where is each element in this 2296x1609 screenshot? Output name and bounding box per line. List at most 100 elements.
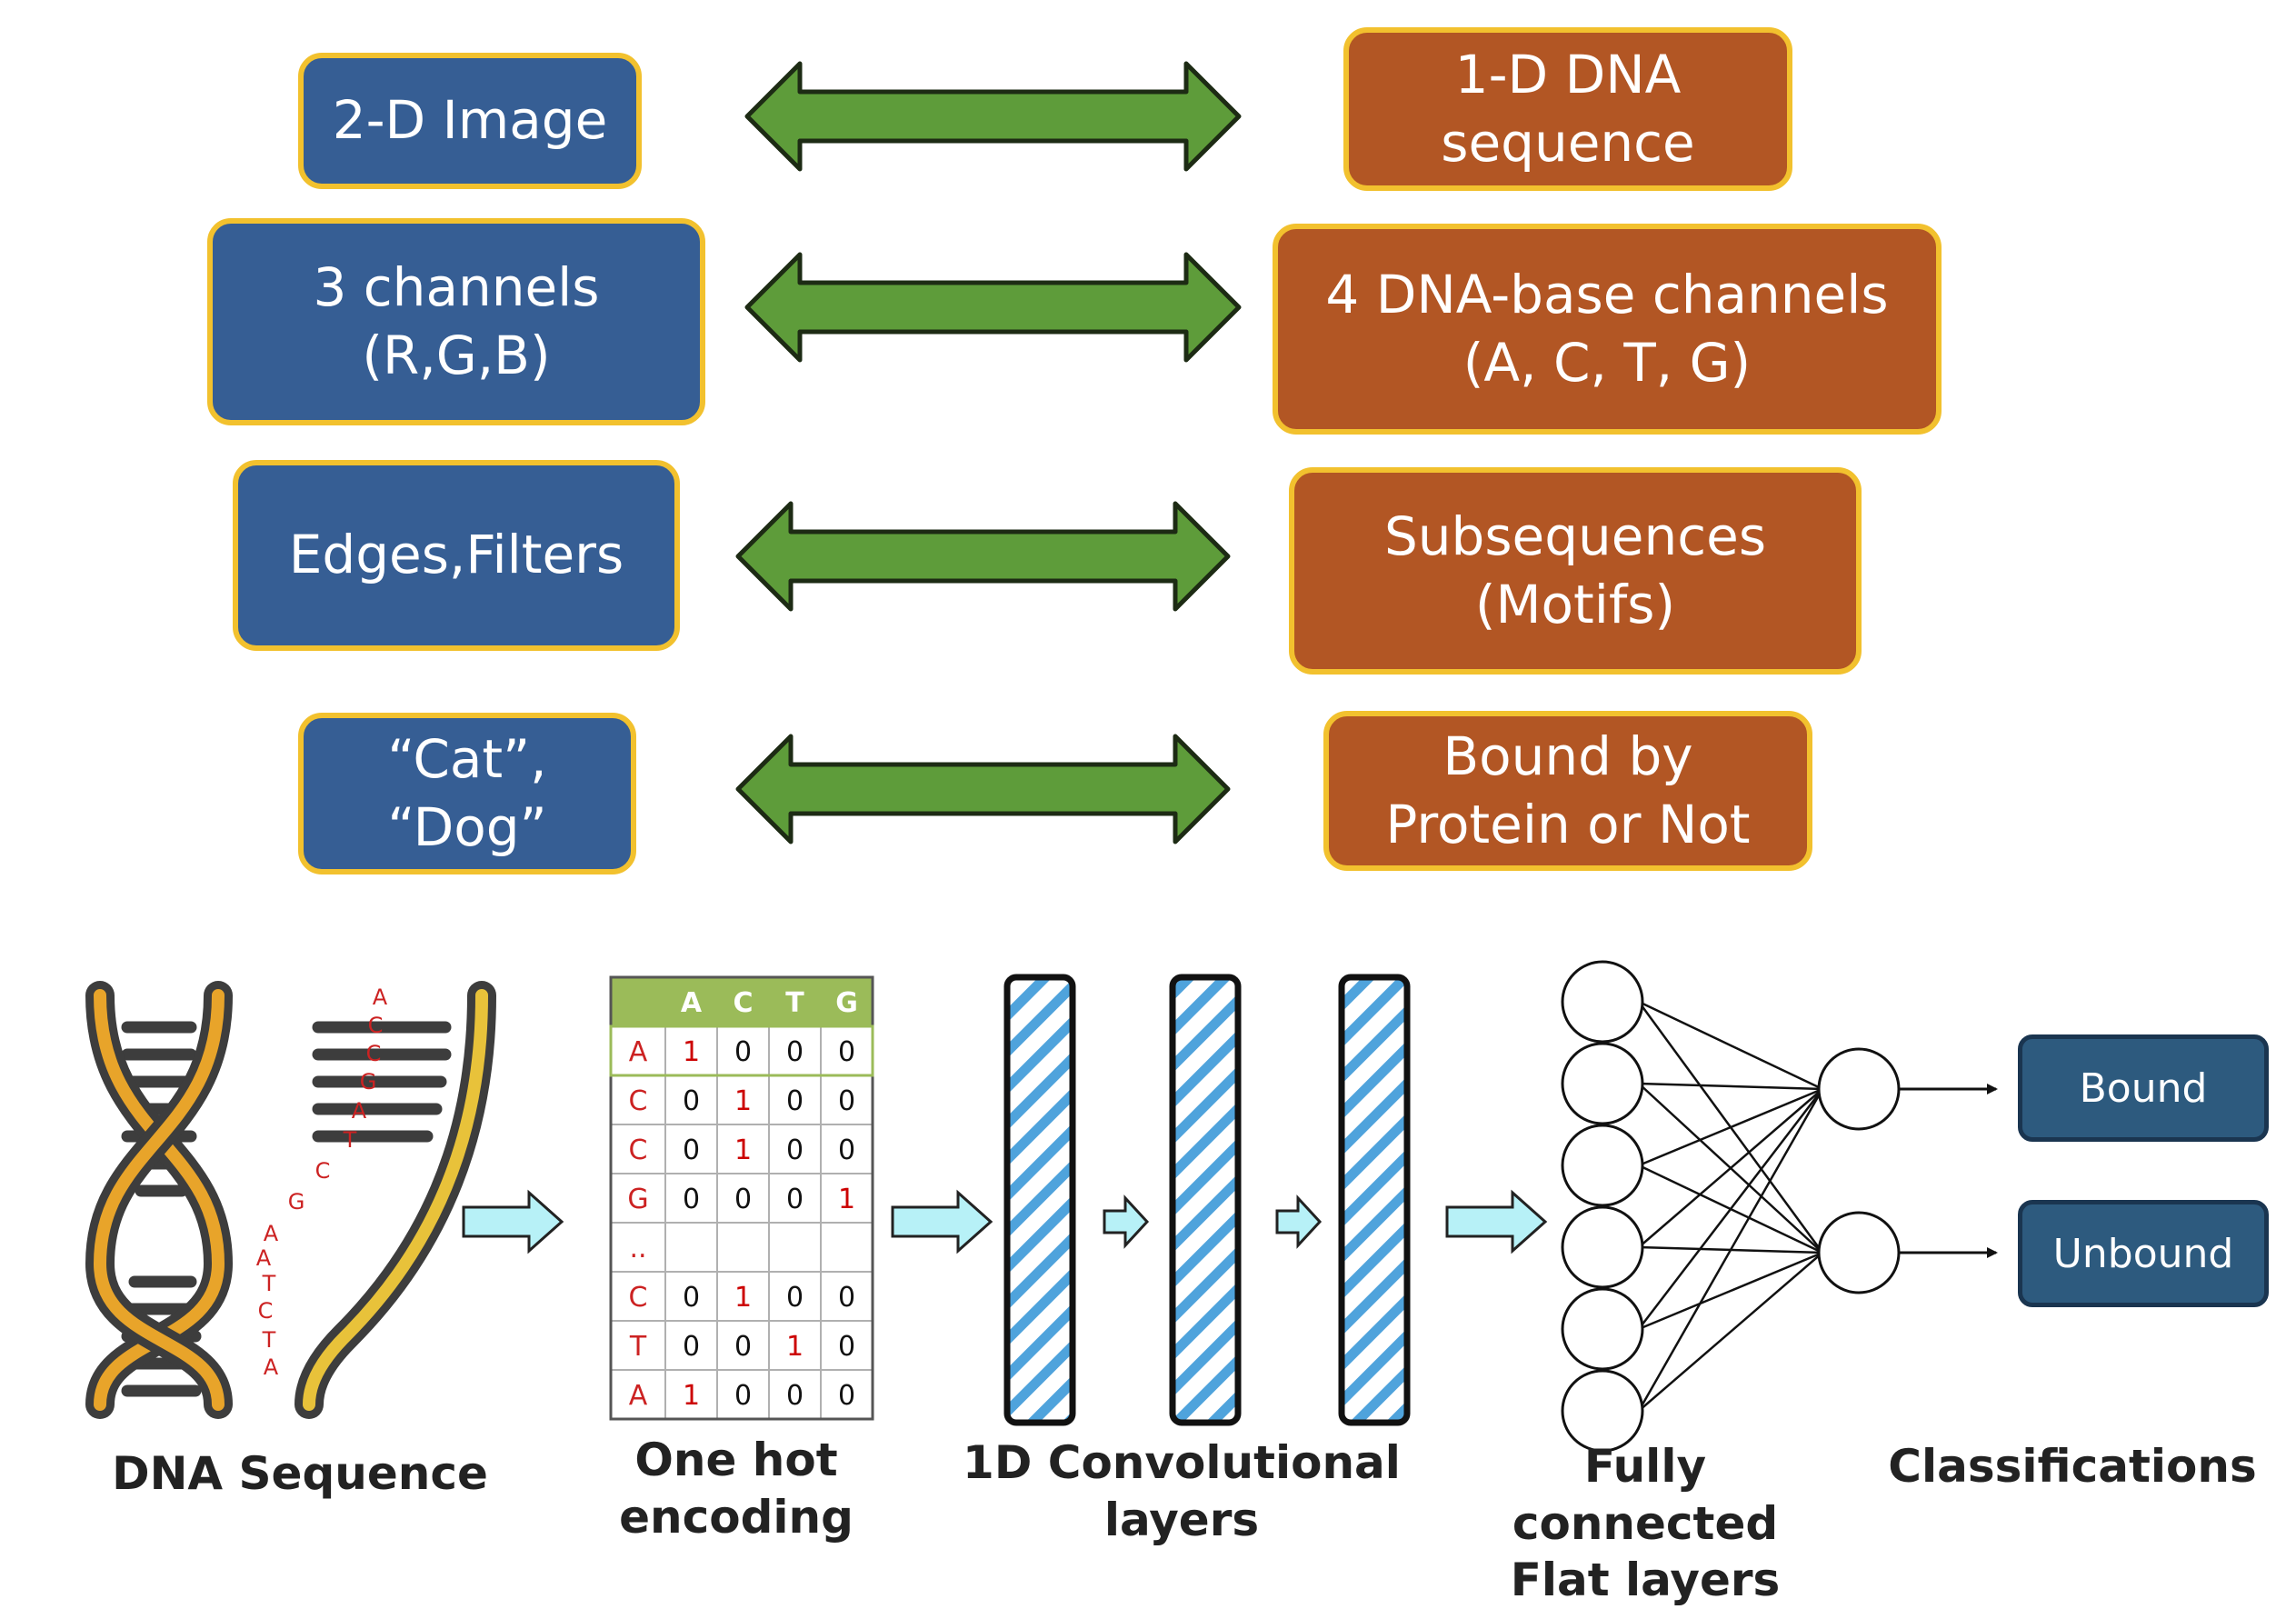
onehot-value-cell: 0 (734, 1184, 752, 1215)
onehot-value-cell: 1 (683, 1036, 700, 1068)
dna-letter: C (368, 1013, 384, 1038)
bound-protein-box: Bound by Protein or Not (1323, 711, 1812, 871)
dna-letter: G (360, 1069, 377, 1094)
onehot-value-cell: 0 (786, 1036, 804, 1068)
onehot-value-cell: 1 (838, 1184, 855, 1215)
dna-sequence-caption: DNA Sequence (112, 1447, 488, 1500)
onehot-value-cell: 1 (683, 1380, 700, 1412)
onehot-header-cell: T (785, 987, 804, 1019)
unbound-class-label: Unbound (2052, 1230, 2234, 1277)
onehot-base-cell: A (629, 1036, 648, 1068)
double-arrow-icon-4 (735, 734, 1231, 844)
output-neuron (1817, 1211, 1901, 1294)
dna-letter: A (373, 984, 388, 1010)
flow-arrow-icon-3 (1103, 1194, 1150, 1249)
bound-protein-label: Bound by Protein or Not (1385, 725, 1751, 855)
dna-letter: T (343, 1127, 357, 1153)
onehot-value-cell: 0 (786, 1184, 804, 1215)
conv-layer-3 (1338, 974, 1411, 1426)
dna-base-channels-box: 4 DNA-base channels (A, C, T, G) (1273, 224, 1942, 435)
onehot-value-cell: 0 (683, 1184, 700, 1215)
double-arrow-icon-3 (735, 501, 1231, 612)
onehot-value-cell: 0 (838, 1282, 855, 1314)
onehot-value-cell: 0 (786, 1282, 804, 1314)
dna-letter: T (262, 1327, 276, 1353)
onehot-value-cell: 0 (838, 1085, 855, 1117)
flow-arrow-icon-5 (1445, 1189, 1548, 1254)
dna-letter: A (256, 1245, 272, 1271)
onehot-value-cell: 0 (786, 1085, 804, 1117)
cat-dog-box: “Cat”, “Dog” (298, 713, 636, 874)
unbound-class-box: Unbound (2018, 1200, 2269, 1307)
onehot-base-cell: A (629, 1380, 648, 1412)
image-box: 2-D Image (298, 53, 642, 189)
onehot-header-cell: C (733, 987, 753, 1019)
conv-layer-2 (1169, 974, 1242, 1426)
dna-letter: C (315, 1158, 331, 1184)
dna-letter: G (288, 1189, 305, 1214)
rgb-channels-box: 3 channels (R,G,B) (207, 218, 705, 425)
input-neuron (1561, 1369, 1644, 1453)
double-arrow-icon-2 (744, 252, 1242, 363)
classifications-caption: Classifications (1888, 1440, 2257, 1493)
onehot-table: A C T GA 1 0 0 0C 0 1 0 0C 0 1 0 0G 0 0 0 1..C 0 1 0 0T 0 0 1 0A 1 0 0… (609, 975, 874, 1421)
onehot-header-bg (611, 977, 873, 1026)
conv-layer-1 (1003, 974, 1076, 1426)
dna-letter: A (264, 1221, 279, 1246)
dna-letter: T (262, 1271, 276, 1296)
dna-sequence-box: 1-D DNA sequence (1343, 27, 1792, 191)
onehot-value-cell: 0 (786, 1380, 804, 1412)
onehot-value-cell: 1 (734, 1134, 752, 1166)
edges-filters-label: Edges,Filters (288, 524, 624, 586)
onehot-value-cell: 0 (683, 1282, 700, 1314)
dna-letter: C (258, 1298, 274, 1324)
dna-base-channels-label: 4 DNA-base channels (A, C, T, G) (1325, 263, 1889, 394)
input-neuron (1561, 1287, 1644, 1371)
onehot-base-cell: G (627, 1184, 648, 1215)
onehot-value-cell: 1 (734, 1282, 752, 1314)
onehot-value-cell: 0 (734, 1331, 752, 1363)
flow-arrow-icon-1 (462, 1189, 564, 1254)
onehot-base-cell: T (629, 1331, 647, 1363)
fully-connected-network (1561, 960, 1998, 1453)
dna-letter: A (352, 1098, 367, 1124)
onehot-value-cell: 0 (734, 1380, 752, 1412)
dna-letter: C (366, 1041, 382, 1066)
input-neuron (1561, 1205, 1644, 1289)
onehot-value-cell: 0 (683, 1134, 700, 1166)
onehot-value-cell: 0 (786, 1134, 804, 1166)
dna-sequence-label: 1-D DNA sequence (1441, 43, 1695, 174)
fc-caption: Fully connected Flat layers (1510, 1440, 1781, 1606)
bound-class-label: Bound (2079, 1064, 2208, 1112)
input-neuron (1561, 1042, 1644, 1125)
onehot-value-cell: 0 (838, 1134, 855, 1166)
cat-dog-label: “Cat”, “Dog” (387, 727, 547, 858)
motifs-label: Subsequences (Motifs) (1383, 505, 1767, 635)
input-neuron (1561, 960, 1644, 1044)
conv-caption: 1D Convolutional layers (963, 1436, 1401, 1546)
onehot-caption: One hot encoding (619, 1434, 854, 1544)
onehot-base-cell: C (629, 1282, 648, 1314)
rgb-channels-label: 3 channels (R,G,B) (313, 255, 600, 386)
bound-class-box: Bound (2018, 1034, 2269, 1142)
onehot-value-cell: 0 (838, 1380, 855, 1412)
onehot-header-cell: A (681, 987, 703, 1019)
onehot-base-cell: .. (629, 1233, 646, 1264)
onehot-base-cell: C (629, 1085, 648, 1117)
image-box-label: 2-D Image (332, 89, 608, 152)
onehot-value-cell: 0 (838, 1331, 855, 1363)
onehot-value-cell: 0 (838, 1036, 855, 1068)
onehot-base-cell: C (629, 1134, 648, 1166)
double-arrow-icon-1 (744, 61, 1242, 172)
onehot-value-cell: 0 (734, 1036, 752, 1068)
onehot-value-cell: 0 (683, 1331, 700, 1363)
flow-arrow-icon-4 (1275, 1194, 1323, 1249)
dna-letter: A (264, 1354, 279, 1380)
onehot-value-cell: 1 (786, 1331, 804, 1363)
output-neuron (1817, 1047, 1901, 1131)
flow-arrow-icon-2 (891, 1189, 993, 1254)
edges-filters-box: Edges,Filters (233, 460, 680, 651)
